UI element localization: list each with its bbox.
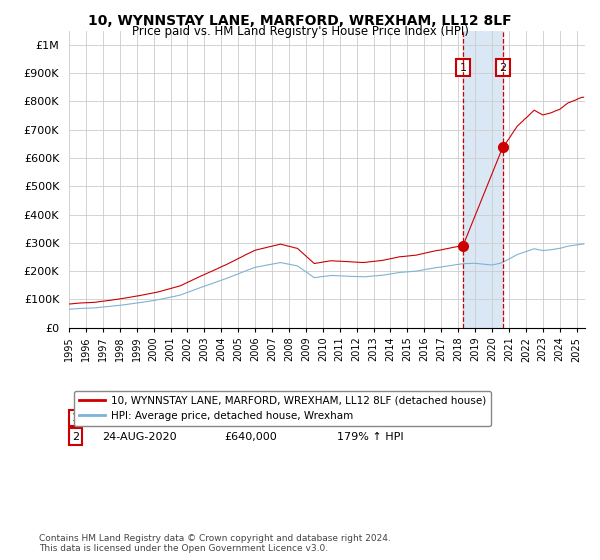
Text: 2: 2 (499, 63, 506, 73)
Text: 24-AUG-2020: 24-AUG-2020 (103, 432, 177, 441)
Text: 10, WYNNSTAY LANE, MARFORD, WREXHAM, LL12 8LF: 10, WYNNSTAY LANE, MARFORD, WREXHAM, LL1… (88, 14, 512, 28)
Text: Contains HM Land Registry data © Crown copyright and database right 2024.
This d: Contains HM Land Registry data © Crown c… (39, 534, 391, 553)
Text: 2: 2 (71, 432, 79, 441)
Bar (463, 31, 503, 328)
Text: £290,000: £290,000 (224, 413, 277, 423)
Text: 28% ↑ HPI: 28% ↑ HPI (337, 413, 397, 423)
Text: 1: 1 (71, 413, 79, 423)
Text: 20-APR-2018: 20-APR-2018 (103, 413, 174, 423)
Text: 179% ↑ HPI: 179% ↑ HPI (337, 432, 404, 441)
Text: 1: 1 (460, 63, 467, 73)
Text: Price paid vs. HM Land Registry's House Price Index (HPI): Price paid vs. HM Land Registry's House … (131, 25, 469, 38)
Text: £640,000: £640,000 (224, 432, 277, 441)
Legend: 10, WYNNSTAY LANE, MARFORD, WREXHAM, LL12 8LF (detached house), HPI: Average pri: 10, WYNNSTAY LANE, MARFORD, WREXHAM, LL1… (74, 391, 491, 426)
